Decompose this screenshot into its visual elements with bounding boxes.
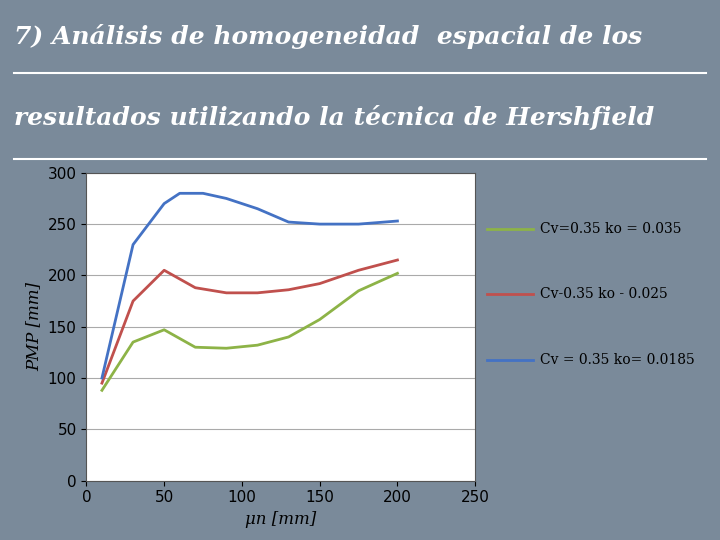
Line: Cv=0.35 ko = 0.035: Cv=0.35 ko = 0.035: [102, 273, 397, 390]
Cv = 0.35 ko= 0.0185: [393, 218, 402, 224]
Cv-0.35 ko - 0.025: [315, 280, 324, 287]
Cv=0.35 ko = 0.035: [191, 344, 199, 350]
Cv = 0.35 ko= 0.0185: [284, 219, 293, 225]
Cv-0.35 ko - 0.025: [129, 298, 138, 304]
Cv-0.35 ko - 0.025: [98, 380, 107, 387]
Cv = 0.35 ko= 0.0185: [253, 206, 262, 212]
Text: Cv = 0.35 ko= 0.0185: Cv = 0.35 ko= 0.0185: [540, 353, 695, 367]
Cv=0.35 ko = 0.035: [284, 334, 293, 340]
Cv = 0.35 ko= 0.0185: [354, 221, 363, 227]
Cv-0.35 ko - 0.025: [393, 256, 402, 263]
Line: Cv-0.35 ko - 0.025: Cv-0.35 ko - 0.025: [102, 260, 397, 383]
Cv=0.35 ko = 0.035: [129, 339, 138, 346]
Cv-0.35 ko - 0.025: [253, 289, 262, 296]
Text: Cv=0.35 ko = 0.035: Cv=0.35 ko = 0.035: [540, 222, 682, 236]
Cv-0.35 ko - 0.025: [284, 287, 293, 293]
Cv=0.35 ko = 0.035: [393, 270, 402, 276]
Y-axis label: PMP [mm]: PMP [mm]: [25, 282, 42, 371]
Text: 7) Análisis de homogeneidad  espacial de los: 7) Análisis de homogeneidad espacial de …: [14, 24, 643, 49]
Cv = 0.35 ko= 0.0185: [315, 221, 324, 227]
Cv-0.35 ko - 0.025: [354, 267, 363, 273]
Cv-0.35 ko - 0.025: [191, 285, 199, 291]
X-axis label: μn [mm]: μn [mm]: [246, 511, 316, 528]
Cv-0.35 ko - 0.025: [160, 267, 168, 273]
Cv = 0.35 ko= 0.0185: [222, 195, 230, 201]
Cv = 0.35 ko= 0.0185: [129, 241, 138, 248]
Cv = 0.35 ko= 0.0185: [98, 375, 107, 381]
Text: Cv-0.35 ko - 0.025: Cv-0.35 ko - 0.025: [540, 287, 667, 301]
Cv=0.35 ko = 0.035: [315, 316, 324, 323]
Cv-0.35 ko - 0.025: [222, 289, 230, 296]
Line: Cv = 0.35 ko= 0.0185: Cv = 0.35 ko= 0.0185: [102, 193, 397, 378]
Cv = 0.35 ko= 0.0185: [176, 190, 184, 197]
Text: resultados utilizando la técnica de Hershfield: resultados utilizando la técnica de Hers…: [14, 105, 654, 130]
Cv=0.35 ko = 0.035: [222, 345, 230, 352]
Cv = 0.35 ko= 0.0185: [199, 190, 207, 197]
Cv=0.35 ko = 0.035: [160, 327, 168, 333]
Cv=0.35 ko = 0.035: [354, 287, 363, 294]
Cv = 0.35 ko= 0.0185: [160, 200, 168, 207]
Cv=0.35 ko = 0.035: [253, 342, 262, 348]
Cv=0.35 ko = 0.035: [98, 387, 107, 394]
